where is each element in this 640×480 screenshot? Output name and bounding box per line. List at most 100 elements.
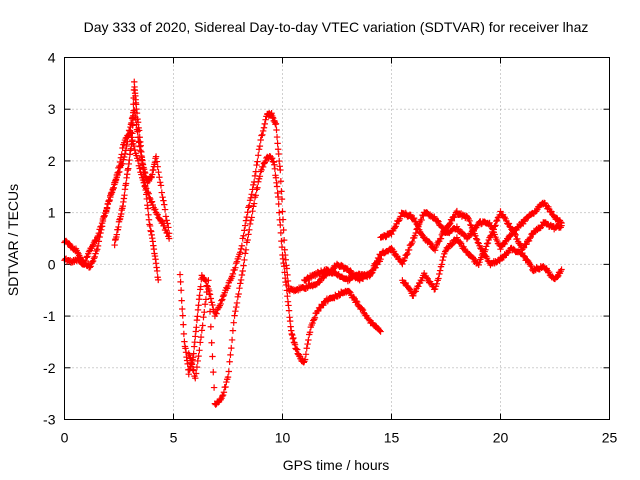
- data-point: [199, 322, 206, 329]
- data-point: [224, 373, 232, 381]
- data-point: [440, 253, 447, 261]
- data-point: [262, 157, 269, 165]
- data-point: [305, 336, 312, 344]
- data-point: [222, 383, 229, 391]
- data-point: [186, 351, 193, 359]
- data-point: [528, 262, 535, 270]
- data-point: [302, 351, 310, 358]
- y-tick-label: -2: [43, 360, 56, 376]
- data-point: [453, 234, 461, 241]
- data-point: [202, 296, 210, 303]
- data-point: [220, 389, 228, 396]
- data-point: [310, 316, 318, 323]
- data-point: [279, 208, 286, 215]
- data-point: [259, 131, 266, 139]
- data-point: [252, 192, 259, 199]
- data-point: [234, 293, 242, 301]
- y-axis-label: SDTVAR / TECUs: [5, 184, 21, 296]
- data-point: [491, 223, 498, 230]
- data-point: [179, 312, 186, 319]
- data-points: [61, 78, 565, 408]
- data-point: [177, 278, 184, 286]
- plot-frame: [64, 57, 610, 420]
- data-point: [311, 314, 319, 321]
- data-point: [286, 317, 294, 325]
- data-point: [197, 339, 204, 346]
- data-point: [94, 246, 101, 253]
- data-point: [187, 355, 194, 362]
- data-point: [193, 363, 201, 371]
- data-point: [353, 298, 361, 306]
- data-point: [436, 270, 443, 278]
- data-point: [233, 258, 241, 265]
- data-point: [197, 283, 204, 290]
- data-point: [228, 336, 236, 344]
- data-point: [248, 214, 255, 221]
- data-point: [133, 109, 141, 117]
- data-point: [470, 227, 477, 235]
- data-point: [161, 222, 168, 230]
- data-point: [237, 276, 245, 284]
- data-point: [193, 324, 200, 331]
- data-point: [306, 329, 314, 336]
- data-point: [233, 299, 241, 307]
- data-point: [238, 271, 246, 279]
- data-point: [271, 165, 279, 172]
- data-point: [103, 204, 111, 211]
- data-point: [93, 237, 100, 244]
- data-point: [232, 264, 239, 271]
- data-point: [165, 224, 172, 231]
- chart-title: Day 333 of 2020, Sidereal Day-to-day VTE…: [84, 19, 589, 35]
- data-point: [119, 144, 126, 152]
- data-point: [448, 241, 456, 248]
- data-point: [210, 368, 217, 376]
- data-point: [253, 186, 260, 193]
- data-point: [301, 356, 309, 363]
- data-point: [155, 169, 162, 176]
- data-point: [514, 235, 521, 243]
- data-point: [105, 197, 112, 205]
- data-point: [548, 208, 555, 216]
- data-point: [188, 361, 196, 368]
- data-point: [403, 251, 410, 259]
- data-point: [277, 229, 285, 237]
- data-point: [112, 176, 120, 184]
- data-point: [247, 216, 255, 224]
- data-point: [229, 327, 237, 334]
- data-point: [463, 248, 471, 255]
- data-point: [246, 226, 253, 234]
- data-point: [232, 259, 240, 267]
- data-point: [283, 287, 291, 294]
- data-point: [545, 268, 553, 276]
- data-point: [109, 186, 116, 193]
- data-point: [257, 136, 264, 144]
- data-point: [156, 179, 164, 186]
- y-tick-label: 4: [48, 50, 56, 66]
- data-point: [223, 378, 230, 386]
- data-point: [228, 344, 235, 352]
- data-point: [152, 153, 160, 160]
- data-point: [224, 282, 232, 290]
- data-point: [239, 267, 246, 275]
- data-point: [482, 246, 489, 253]
- data-point: [236, 284, 243, 292]
- data-point: [120, 153, 128, 161]
- data-point: [82, 257, 89, 265]
- data-point: [83, 254, 90, 261]
- data-point: [377, 328, 384, 335]
- data-point: [206, 308, 214, 315]
- data-point: [320, 301, 327, 309]
- data-point: [198, 327, 206, 334]
- data-point: [497, 245, 504, 253]
- data-point: [98, 219, 106, 227]
- data-point: [229, 270, 237, 278]
- data-point: [249, 208, 256, 215]
- data-point: [100, 213, 107, 220]
- data-point: [418, 216, 425, 224]
- data-point: [369, 267, 376, 274]
- data-point: [272, 120, 280, 127]
- data-point: [192, 370, 200, 377]
- data-point: [110, 184, 117, 192]
- data-point: [225, 368, 233, 375]
- data-point: [241, 250, 249, 257]
